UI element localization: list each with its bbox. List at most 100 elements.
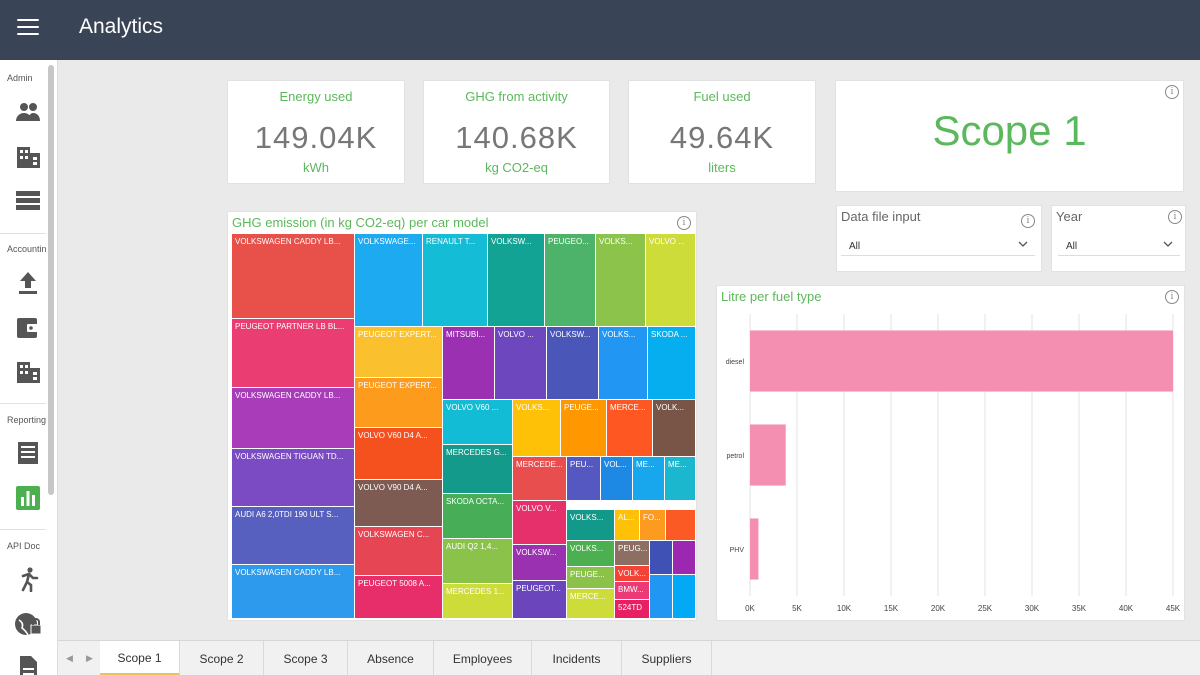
info-icon[interactable]: i (1165, 290, 1179, 304)
treemap-cell[interactable]: VOLKSWAGEN TIGUAN TD... (232, 449, 355, 507)
treemap-cell[interactable] (650, 575, 673, 619)
treemap-cell[interactable]: VOLKS... (567, 510, 615, 541)
treemap-cell[interactable] (666, 510, 696, 541)
treemap-cell[interactable]: PEUGEOT... (513, 581, 567, 619)
tab-scope-2[interactable]: Scope 2 (180, 641, 264, 675)
treemap-cell[interactable]: VOLVO ... (495, 327, 547, 400)
tab-absence[interactable]: Absence (348, 641, 434, 675)
data-file-select[interactable]: All (841, 236, 1035, 256)
treemap-cell[interactable]: PEUGEO... (545, 234, 596, 327)
data-file-filter: Data file input i All (836, 205, 1042, 272)
top-bar: Analytics (0, 0, 1200, 60)
treemap-cell[interactable]: FO... (640, 510, 666, 541)
scope-card: Scope 1 i (835, 80, 1184, 192)
info-icon[interactable]: i (1165, 85, 1179, 99)
document-icon[interactable] (14, 440, 42, 466)
treemap-cell[interactable]: MERCEDE... (513, 457, 567, 501)
tab-scope-1[interactable]: Scope 1 (100, 641, 180, 675)
treemap-cell[interactable]: PEU... (567, 457, 601, 501)
treemap-cell[interactable]: VOLKS... (596, 234, 646, 327)
treemap-cell[interactable]: VOLVO V60 D4 A... (355, 428, 443, 480)
hamburger-menu-icon[interactable] (17, 19, 39, 37)
kpi-title: GHG from activity (465, 89, 568, 104)
treemap-cell[interactable]: 524TD (615, 600, 650, 619)
filter-label: Year (1056, 209, 1083, 224)
rail-divider (0, 529, 46, 530)
info-icon[interactable]: i (1168, 210, 1182, 224)
treemap-cell[interactable]: AUDI A6 2,0TDI 190 ULT S... (232, 507, 355, 565)
treemap-cell[interactable]: VOLKS... (599, 327, 648, 400)
treemap-cell[interactable]: VOLKSW... (488, 234, 545, 327)
treemap-cell[interactable] (650, 541, 673, 575)
filter-label: Data file input (841, 209, 921, 224)
y-category-label: petrol (726, 453, 744, 460)
treemap-cell[interactable]: PEUGEOT PARTNER LB BL... (232, 319, 355, 388)
treemap-cell[interactable]: VOLKSWAGEN CADDY LB... (232, 388, 355, 449)
treemap-cell[interactable]: BMW... (615, 582, 650, 600)
treemap-cell[interactable]: PEUGE... (561, 400, 607, 457)
kpi-title: Energy used (279, 89, 353, 104)
treemap-cell[interactable]: VOL... (601, 457, 633, 501)
treemap-cell[interactable]: VOLVO V90 D4 A... (355, 480, 443, 527)
tab-employees[interactable]: Employees (434, 641, 532, 675)
treemap-cell[interactable]: VOLKS... (513, 400, 561, 457)
treemap-cell[interactable]: VOLKSW... (547, 327, 599, 400)
treemap-cell[interactable]: PEUGEOT EXPERT... (355, 327, 443, 378)
x-tick-label: 30K (1025, 604, 1040, 613)
tab-scope-3[interactable]: Scope 3 (264, 641, 348, 675)
treemap-cell[interactable]: VOLVO V60 ... (443, 400, 513, 445)
wallet-icon[interactable] (14, 315, 42, 341)
treemap-cell[interactable]: PEUGEOT EXPERT... (355, 378, 443, 428)
rail-scrollbar[interactable] (48, 65, 54, 495)
tab-prev-icon[interactable]: ◀ (66, 653, 73, 663)
treemap-cell[interactable]: VOLKSWAGEN CADDY LB... (232, 565, 355, 619)
x-tick-label: 35K (1072, 604, 1087, 613)
treemap-cell[interactable]: ME... (665, 457, 696, 501)
globe-lock-icon[interactable] (14, 611, 42, 637)
treemap-cell[interactable]: ME... (633, 457, 665, 501)
tab-incidents[interactable]: Incidents (532, 641, 622, 675)
kpi-card-ghg: GHG from activity 140.68K kg CO2-eq (423, 80, 610, 184)
running-person-icon[interactable] (14, 566, 42, 593)
treemap-cell[interactable]: MERCE... (607, 400, 653, 457)
scope-label: Scope 1 (932, 107, 1087, 154)
treemap-cell[interactable] (673, 541, 696, 575)
kpi-unit: kg CO2-eq (485, 160, 548, 175)
treemap-cell[interactable]: VOLKSW... (513, 545, 567, 581)
treemap-cell[interactable]: AL... (615, 510, 640, 541)
building-icon[interactable] (14, 144, 42, 170)
building-icon[interactable] (14, 359, 42, 385)
people-icon[interactable] (14, 100, 42, 126)
treemap-cell[interactable]: PEUG... (615, 541, 650, 566)
treemap-cell[interactable]: VOLVO V... (513, 501, 567, 545)
treemap-cell[interactable]: MITSUBI... (443, 327, 495, 400)
treemap-cell[interactable]: MERCEDES G... (443, 445, 513, 494)
treemap-cell[interactable]: VOLKS... (567, 541, 615, 567)
upload-icon[interactable] (14, 270, 42, 296)
list-icon[interactable] (14, 188, 42, 214)
treemap-cell[interactable]: MERCEDES 1... (443, 584, 513, 619)
file-icon[interactable] (14, 654, 42, 675)
treemap-cell[interactable]: PEUGEOT 5008 A... (355, 576, 443, 619)
treemap-cell[interactable]: VOLK... (653, 400, 696, 457)
bar-chart-icon[interactable] (14, 485, 42, 511)
treemap-cell[interactable]: MERCE... (567, 589, 615, 619)
treemap: VOLKSWAGEN CADDY LB... PEUGEOT PARTNER LB… (232, 234, 696, 619)
treemap-cell[interactable]: PEUGE... (567, 567, 615, 589)
treemap-cell[interactable]: VOLKSWAGE... (355, 234, 423, 327)
treemap-cell[interactable]: VOLKSWAGEN CADDY LB... (232, 234, 355, 319)
left-rail: Admin Accounting Reporting API Doc (0, 60, 58, 675)
info-icon[interactable]: i (1021, 214, 1035, 228)
tab-suppliers[interactable]: Suppliers (622, 641, 712, 675)
treemap-cell[interactable]: AUDI Q2 1,4... (443, 539, 513, 584)
treemap-cell[interactable]: SKODA OCTA... (443, 494, 513, 539)
treemap-cell[interactable]: VOLKSWAGEN C... (355, 527, 443, 576)
year-select[interactable]: All (1058, 236, 1180, 256)
treemap-cell[interactable]: VOLVO ... (646, 234, 696, 327)
treemap-cell[interactable]: SKODA ... (648, 327, 696, 400)
tab-next-icon[interactable]: ▶ (86, 653, 93, 663)
treemap-cell[interactable] (673, 575, 696, 619)
info-icon[interactable]: i (677, 216, 691, 230)
treemap-cell[interactable]: VOLK... (615, 566, 650, 582)
treemap-cell[interactable]: RENAULT T... (423, 234, 488, 327)
